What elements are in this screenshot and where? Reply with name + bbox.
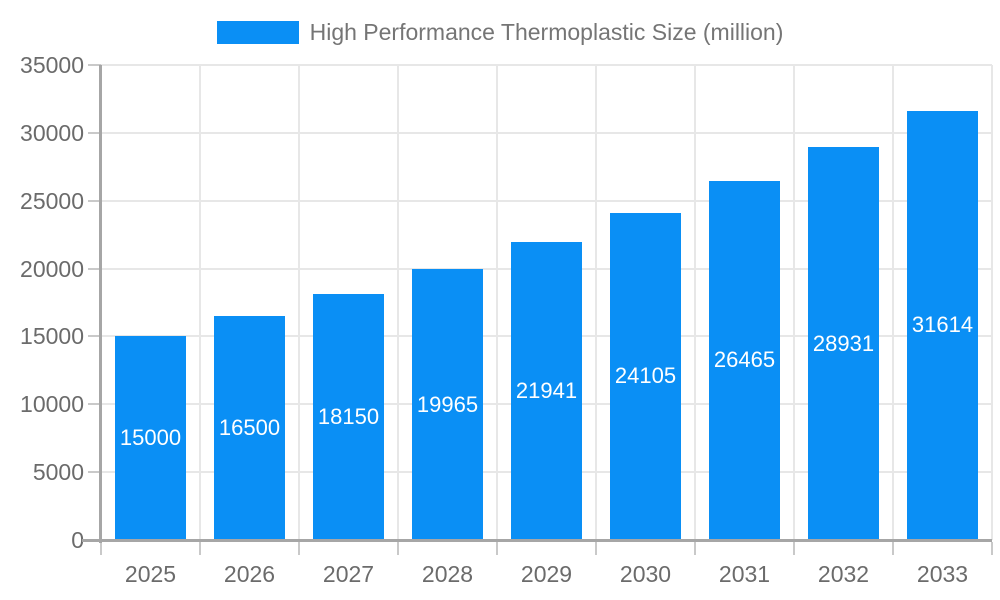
x-axis-tick: [100, 542, 102, 555]
bar-value-label: 24105: [614, 363, 677, 389]
x-axis-tick: [892, 542, 894, 555]
x-axis-tick: [298, 542, 300, 555]
v-gridline: [694, 65, 696, 540]
bar-value-label: 28931: [812, 330, 875, 356]
bar-value-label: 26465: [713, 347, 776, 373]
y-tick-label: 10000: [20, 391, 84, 418]
bar[interactable]: 24105: [610, 212, 681, 540]
y-axis-tick: [88, 199, 101, 202]
x-axis-tick: [199, 542, 201, 555]
x-tick-label: 2025: [124, 561, 177, 587]
legend-label: High Performance Thermoplastic Size (mil…: [309, 19, 784, 45]
v-gridline: [793, 65, 795, 540]
bar-value-label: 31614: [911, 312, 974, 338]
bar[interactable]: 28931: [808, 147, 879, 540]
v-gridline: [595, 65, 597, 540]
y-axis-line: [99, 65, 102, 543]
y-axis-tick: [88, 267, 101, 270]
legend-swatch-icon: [216, 21, 299, 44]
bar[interactable]: 21941: [511, 242, 582, 540]
h-gridline: [101, 199, 992, 202]
bar[interactable]: 18150: [313, 293, 384, 540]
y-tick-label: 0: [71, 527, 84, 553]
y-tick-label: 25000: [20, 187, 84, 214]
legend-item[interactable]: High Performance Thermoplastic Size (mil…: [0, 19, 1000, 46]
x-tick-label: 2033: [916, 561, 969, 587]
v-gridline: [496, 65, 498, 540]
bar[interactable]: 15000: [115, 336, 186, 540]
x-axis-line: [82, 539, 992, 542]
bar-value-label: 19965: [416, 391, 479, 417]
y-tick-label: 30000: [20, 119, 84, 146]
y-axis-tick: [88, 131, 101, 134]
y-tick-label: 15000: [20, 323, 84, 350]
v-gridline: [397, 65, 399, 540]
v-gridline: [991, 65, 993, 540]
x-axis-tick: [793, 542, 795, 555]
v-gridline: [892, 65, 894, 540]
x-axis-tick: [397, 542, 399, 555]
bar[interactable]: 16500: [214, 316, 285, 540]
bar[interactable]: 26465: [709, 180, 780, 540]
x-tick-label: 2030: [619, 561, 672, 587]
x-tick-label: 2031: [718, 561, 771, 587]
y-axis-tick: [88, 64, 101, 66]
v-gridline: [298, 65, 300, 540]
h-gridline: [101, 131, 992, 134]
x-axis-tick: [496, 542, 498, 555]
y-axis-tick: [88, 471, 101, 474]
x-tick-label: 2032: [817, 561, 870, 587]
x-tick-label: 2029: [520, 561, 573, 587]
bar-value-label: 18150: [317, 403, 380, 429]
y-tick-label: 20000: [20, 255, 84, 282]
x-axis-tick: [595, 542, 597, 555]
x-tick-label: 2026: [223, 561, 276, 587]
y-axis-tick: [88, 403, 101, 406]
bar[interactable]: 31614: [907, 110, 978, 540]
y-tick-label: 5000: [32, 459, 84, 486]
y-tick-label: 35000: [20, 52, 84, 78]
bar-value-label: 16500: [218, 415, 281, 441]
x-axis-tick: [991, 542, 993, 555]
bar-value-label: 21941: [515, 378, 578, 404]
x-tick-label: 2027: [322, 561, 375, 587]
h-gridline: [101, 64, 992, 66]
x-axis-tick: [694, 542, 696, 555]
v-gridline: [199, 65, 201, 540]
x-tick-label: 2028: [421, 561, 474, 587]
bar[interactable]: 19965: [412, 269, 483, 540]
bar-value-label: 15000: [119, 425, 182, 451]
y-axis-tick: [88, 335, 101, 338]
